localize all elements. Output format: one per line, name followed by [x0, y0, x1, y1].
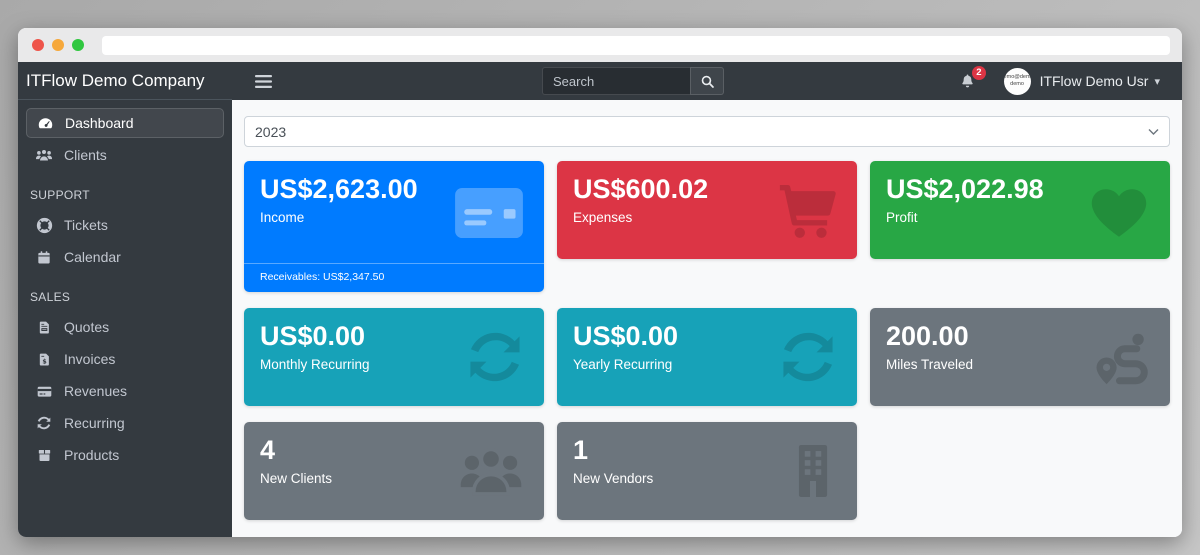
dashboard-cards: US$2,623.00 Income Receivables: US$2,347…: [244, 161, 1170, 520]
card-value: US$2,623.00: [260, 174, 418, 204]
income-card: US$2,623.00 Income Receivables: US$2,347…: [244, 161, 544, 292]
avatar[interactable]: demo@demo demo: [1003, 67, 1031, 95]
monthly-recurring-card: US$0.00 Monthly Recurring: [244, 308, 544, 406]
card-value: US$2,022.98: [886, 174, 1044, 204]
svg-text:$: $: [42, 358, 46, 365]
card-value: US$0.00: [260, 321, 366, 351]
card-value: 4: [260, 435, 276, 465]
sync-icon: [777, 326, 839, 388]
users-icon: [34, 146, 54, 164]
sidebar-item-clients[interactable]: Clients: [26, 140, 224, 170]
sidebar-item-recurring[interactable]: Recurring: [26, 408, 224, 438]
card-label: New Clients: [260, 471, 333, 487]
calendar-icon: [34, 248, 54, 266]
menu-icon: [254, 74, 272, 88]
search-button[interactable]: [690, 67, 724, 95]
card-label: Expenses: [573, 210, 633, 226]
new-clients-card: 4 New Clients: [244, 422, 544, 520]
sidebar-section-sales: SALES: [30, 290, 71, 304]
sidebar-item-tickets[interactable]: Tickets: [26, 210, 224, 240]
user-name: ITFlow Demo Usr: [1039, 73, 1149, 89]
life-ring-icon: [34, 216, 54, 234]
miles-traveled-card: 200.00 Miles Traveled: [870, 308, 1170, 406]
navbar-search: [542, 67, 724, 95]
card-footer: Receivables: US$2,347.50: [244, 263, 544, 292]
card-value: 200.00: [886, 321, 969, 351]
file-invoice-icon: [34, 318, 54, 336]
browser-chrome: [18, 28, 1182, 62]
sync-icon: [464, 326, 526, 388]
search-icon: [701, 75, 714, 88]
avatar-text-line1: demo@demo: [1003, 74, 1031, 81]
card-value: US$0.00: [573, 321, 679, 351]
sidebar-item-label: Clients: [64, 147, 107, 163]
card-label: Yearly Recurring: [573, 357, 673, 373]
url-bar[interactable]: [102, 35, 1170, 55]
zoom-button[interactable]: [72, 39, 84, 51]
sidebar-item-label: Tickets: [64, 217, 108, 233]
shopping-cart-icon: [775, 179, 839, 241]
card-label: Monthly Recurring: [260, 357, 370, 373]
sidebar-item-quotes[interactable]: Quotes: [26, 312, 224, 342]
top-navbar: ITFlow Demo Company 2 demo@demo demo: [18, 62, 1182, 100]
card-label: Income: [260, 210, 305, 226]
new-vendors-card: 1 New Vendors: [557, 422, 857, 520]
credit-card-icon: [34, 382, 54, 400]
sidebar-item-label: Dashboard: [65, 115, 134, 131]
sidebar-item-label: Quotes: [64, 319, 110, 335]
browser-window: ITFlow Demo Company 2 demo@demo demo: [18, 28, 1182, 537]
card-label: Miles Traveled: [886, 357, 974, 373]
sidebar-item-label: Revenues: [64, 383, 128, 399]
sidebar-item-products[interactable]: Products: [26, 440, 224, 470]
search-input[interactable]: [542, 67, 690, 95]
sidebar-section-support: SUPPORT: [30, 188, 90, 202]
main-content: 2023 US$2,623.00 Income Receivables: US$…: [232, 100, 1182, 537]
year-select[interactable]: 2023: [244, 116, 1170, 147]
navbar-controls: 2 demo@demo demo ITFlow Demo Usr ▾: [232, 62, 1182, 100]
notification-badge: 2: [972, 66, 986, 80]
user-menu[interactable]: ITFlow Demo Usr ▾: [1040, 73, 1160, 89]
sidebar-toggle-button[interactable]: [250, 68, 276, 94]
building-icon: [787, 439, 839, 503]
route-icon: [1088, 326, 1152, 388]
sidebar-item-invoices[interactable]: $ Invoices: [26, 344, 224, 374]
company-brand[interactable]: ITFlow Demo Company: [18, 62, 232, 100]
card-label: Profit: [886, 210, 918, 226]
card-value: US$600.02: [573, 174, 709, 204]
traffic-lights: [32, 39, 84, 51]
profit-card: US$2,022.98 Profit: [870, 161, 1170, 259]
sidebar-item-dashboard[interactable]: Dashboard: [26, 108, 224, 138]
caret-down-icon: ▾: [1154, 75, 1160, 88]
card-label: New Vendors: [573, 471, 654, 487]
close-button[interactable]: [32, 39, 44, 51]
sidebar-item-label: Products: [64, 447, 120, 463]
avatar-text-line2: demo: [1010, 81, 1024, 87]
users-icon: [456, 441, 526, 501]
minimize-button[interactable]: [52, 39, 64, 51]
notifications-button[interactable]: 2: [956, 66, 986, 93]
heart-icon: [1086, 180, 1152, 240]
credit-card-icon: [452, 185, 526, 241]
sidebar-item-label: Recurring: [64, 415, 125, 431]
sidebar: Dashboard Clients SUPPORT Tickets Calend: [18, 100, 232, 537]
sidebar-item-revenues[interactable]: Revenues: [26, 376, 224, 406]
sidebar-item-label: Calendar: [64, 249, 121, 265]
navbar-right: 2 demo@demo demo ITFlow Demo Usr ▾: [956, 66, 1160, 95]
expenses-card: US$600.02 Expenses: [557, 161, 857, 259]
sidebar-item-label: Invoices: [64, 351, 116, 367]
yearly-recurring-card: US$0.00 Yearly Recurring: [557, 308, 857, 406]
sidebar-item-calendar[interactable]: Calendar: [26, 242, 224, 272]
card-value: 1: [573, 435, 589, 465]
file-invoice-dollar-icon: $: [34, 350, 54, 368]
box-icon: [34, 446, 54, 464]
bell-icon: [962, 74, 973, 88]
tachometer-icon: [35, 114, 55, 132]
sync-icon: [34, 414, 54, 432]
